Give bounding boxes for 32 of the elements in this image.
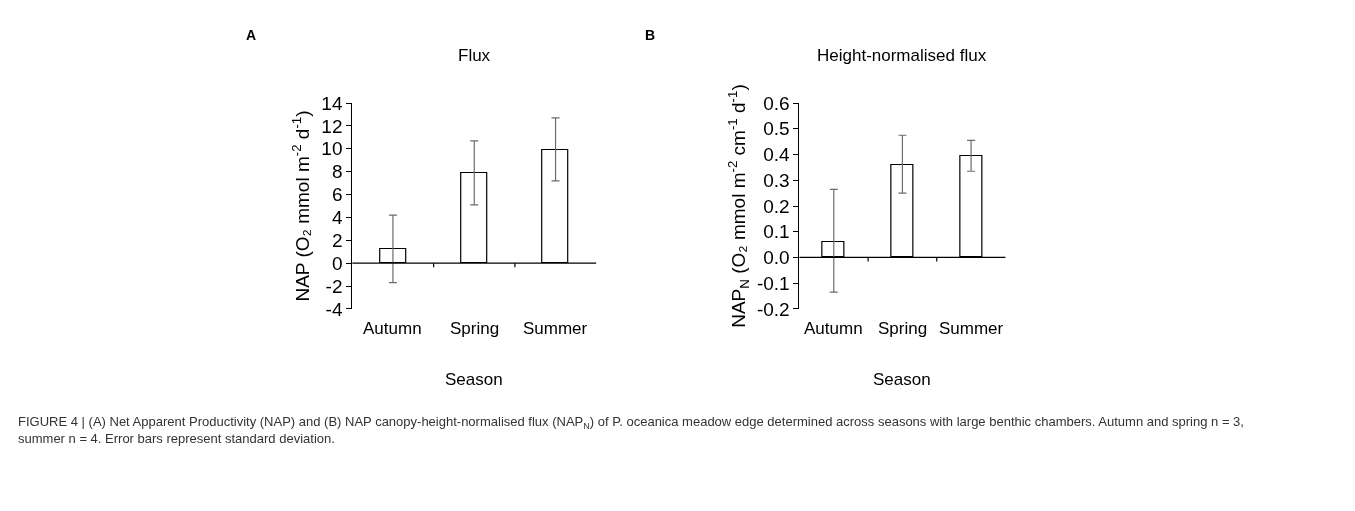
text: FIGURE 4 | (A) Net Apparent Productivity (NAP) and (B) NAP canopy-height-normalised flux (NAP$_{N}$) of P. oceanica meadow edge determined across seasons with large benthic chambers. Autumn and spring n = 3, summer n = 4. Error bars represent standard deviation. — [18, 414, 1244, 446]
y-tick-label: -0.2 — [756, 298, 790, 320]
y-tick-label: -0.1 — [756, 272, 790, 294]
y-tick-label: 6 — [331, 184, 343, 206]
y-tick-label: 0.6 — [763, 92, 790, 114]
y-tick-label: 0.1 — [763, 221, 790, 243]
y-tick-label: 4 — [331, 207, 343, 229]
x-tick-label: Summer — [939, 319, 1004, 338]
chart-title: Height-normalised flux — [817, 46, 987, 65]
x-tick-label: Summer — [523, 319, 588, 338]
y-tick-label: -2 — [325, 275, 343, 297]
x-tick-label: Autumn — [804, 319, 863, 338]
y-tick-label: 10 — [321, 138, 343, 160]
x-tick-label: Autumn — [363, 319, 422, 338]
x-axis-title: Season — [873, 370, 931, 389]
chart-title: Flux — [458, 46, 491, 65]
y-tick-label: 2 — [331, 229, 343, 251]
x-tick-label: Spring — [450, 319, 500, 338]
text: B — [645, 27, 656, 43]
y-tick-label: 12 — [321, 115, 343, 137]
y-tick-label: 0.2 — [763, 195, 790, 217]
x-tick-label: Spring — [878, 319, 928, 338]
y-tick-label: 0.4 — [763, 144, 791, 166]
y-tick-label: 14 — [321, 92, 343, 114]
y-tick-label: -4 — [325, 298, 343, 320]
y-tick-label: 0.0 — [763, 247, 790, 269]
text: A — [246, 27, 257, 43]
y-tick-label: 0 — [331, 252, 343, 274]
y-tick-label: 8 — [331, 161, 343, 183]
x-axis-title: Season — [445, 370, 503, 389]
y-tick-label: 0.3 — [763, 169, 790, 191]
y-tick-label: 0.5 — [763, 118, 790, 140]
